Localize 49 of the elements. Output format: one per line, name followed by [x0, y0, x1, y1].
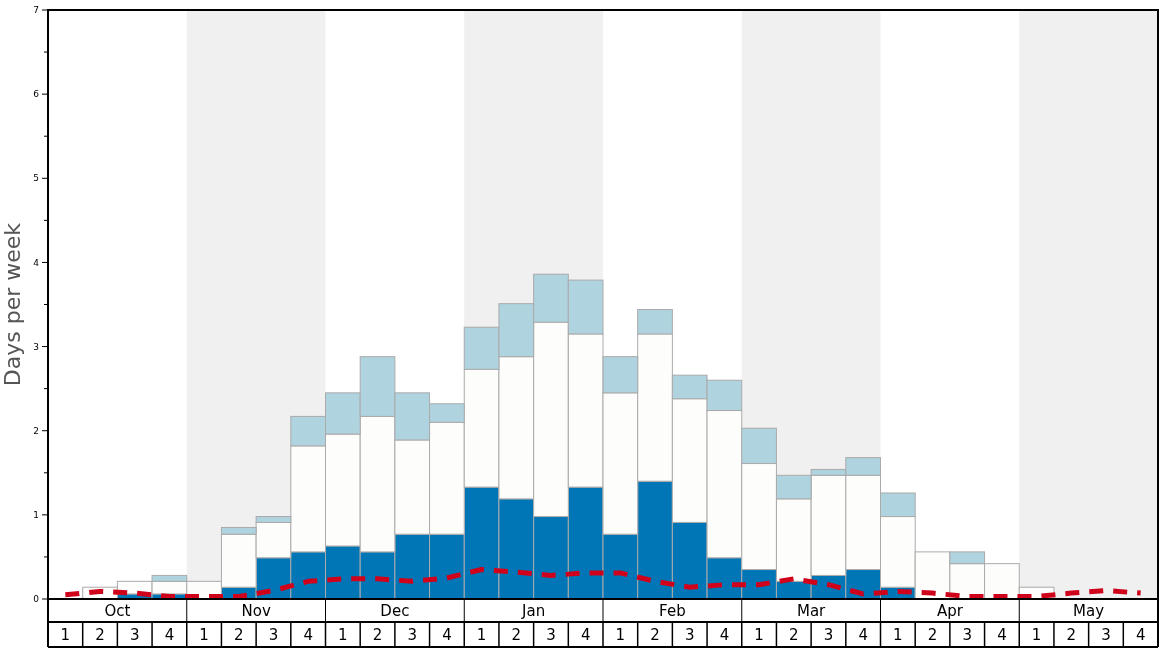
x-tick-label: 3	[823, 626, 834, 645]
text: Oct	[104, 601, 131, 620]
text: Apr	[936, 601, 964, 620]
y-tick-label: 0	[33, 594, 40, 605]
x-tick-label: 2	[789, 626, 799, 645]
x-tick-label: 3	[129, 626, 140, 645]
x-tick-label: 4	[997, 626, 1007, 645]
y-tick-label: 2	[33, 425, 39, 436]
y-tick-label: 3	[33, 341, 39, 352]
x-tick-label: 1	[338, 626, 348, 645]
x-tick-label: 4	[442, 626, 452, 645]
x-tick-label: 1	[60, 626, 71, 645]
x-tick-label: 1	[615, 626, 626, 645]
text: May	[1073, 601, 1105, 620]
x-tick-label: 4	[719, 626, 730, 645]
y-axis-title: Days per week	[0, 222, 25, 387]
x-tick-label: 3	[684, 626, 695, 645]
text: Jan	[521, 601, 546, 620]
x-tick-label: 2	[372, 626, 383, 645]
x-tick-label: 4	[580, 626, 591, 645]
x-tick-label: 3	[1101, 626, 1111, 645]
x-tick-label: 3	[268, 626, 279, 645]
x-tick-label: 1	[199, 626, 209, 645]
x-tick-label: 2	[1066, 626, 1077, 645]
x-tick-label: 4	[1135, 626, 1146, 645]
x-tick-label: 4	[858, 626, 868, 645]
x-tick-label: 4	[303, 626, 313, 645]
x-tick-label: 1	[754, 626, 764, 645]
y-tick-label: 6	[33, 89, 40, 100]
y-tick-label: 4	[33, 257, 40, 268]
y-tick-label: 5	[33, 173, 39, 184]
x-tick-label: 3	[962, 626, 972, 645]
x-tick-label: 2	[234, 626, 244, 645]
x-tick-label: 3	[407, 626, 417, 645]
x-tick-label: 3	[546, 626, 556, 645]
x-tick-label: 1	[1031, 626, 1042, 645]
text: Nov	[241, 601, 271, 620]
text: Mar	[796, 601, 827, 620]
y-tick-label: 1	[33, 510, 39, 521]
text: Feb	[659, 601, 686, 620]
x-tick-label: 1	[476, 626, 487, 645]
y-tick-label: 7	[33, 5, 39, 16]
x-tick-label: 1	[893, 626, 903, 645]
x-tick-label: 2	[650, 626, 660, 645]
x-tick-label: 2	[95, 626, 105, 645]
text: Dec	[380, 601, 410, 620]
x-tick-label: 2	[511, 626, 522, 645]
x-tick-label: 4	[164, 626, 175, 645]
x-tick-label: 2	[927, 626, 938, 645]
